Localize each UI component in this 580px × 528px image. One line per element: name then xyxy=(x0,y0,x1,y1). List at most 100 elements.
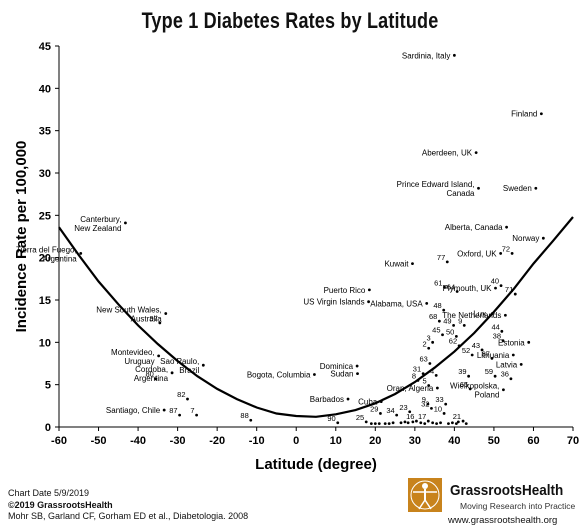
data-point xyxy=(428,362,432,365)
data-point xyxy=(431,340,435,344)
x-axis-label: Latitude (degree) xyxy=(255,456,377,473)
point-label: Dominica xyxy=(320,362,354,371)
point-label: 90 xyxy=(327,414,335,423)
data-point xyxy=(419,421,423,425)
point-label: Sweden xyxy=(503,184,532,193)
point-label: Montevideo, Uruguay xyxy=(111,348,155,366)
data-point xyxy=(421,372,425,376)
point-label: Latvia xyxy=(496,360,518,369)
point-label: 5 xyxy=(423,377,427,386)
x-tick-label: 20 xyxy=(369,435,381,447)
data-point xyxy=(170,371,174,375)
point-label: 21 xyxy=(453,412,461,421)
data-point xyxy=(462,324,466,327)
data-point xyxy=(519,362,523,366)
point-label: 65 xyxy=(460,380,468,389)
point-label: 39 xyxy=(458,367,466,376)
point-label: 71 xyxy=(505,285,513,294)
data-point xyxy=(509,377,513,381)
data-point xyxy=(477,186,480,190)
data-point xyxy=(201,363,205,367)
data-point xyxy=(423,422,427,426)
data-point xyxy=(501,339,505,343)
point-label: New South Wales, Australia xyxy=(96,306,162,324)
data-point xyxy=(79,252,83,255)
x-tick-label: -10 xyxy=(249,435,265,447)
y-tick-label: 0 xyxy=(45,422,51,434)
x-tick-label: 50 xyxy=(488,435,500,447)
data-point xyxy=(494,286,497,290)
point-label: 63 xyxy=(420,355,428,364)
point-label: Oran, Algeria xyxy=(387,384,434,393)
data-point xyxy=(442,412,446,415)
data-point xyxy=(336,421,340,425)
data-point xyxy=(510,252,514,255)
chart-date: Chart Date 5/9/2019 xyxy=(8,488,90,498)
point-label: 45 xyxy=(432,326,440,335)
data-point xyxy=(411,420,415,424)
y-tick-label: 15 xyxy=(39,295,51,307)
point-label: 44 xyxy=(491,322,499,331)
brand-block: GrassrootsHealth Moving Research into Pr… xyxy=(408,476,578,526)
point-label: Lithuania xyxy=(477,351,510,360)
point-label: 80 xyxy=(146,370,154,379)
data-point xyxy=(355,364,359,368)
data-point xyxy=(313,373,316,376)
data-point xyxy=(435,386,439,390)
point-label: 48 xyxy=(433,301,441,310)
data-point xyxy=(162,408,166,412)
data-point xyxy=(452,324,455,327)
point-label: Estonia xyxy=(498,338,525,347)
point-label: Alabama, USA xyxy=(370,299,423,308)
data-point xyxy=(383,422,387,426)
point-label: 97 xyxy=(149,314,157,323)
citation: Mohr SB, Garland CF, Gorham ED et al., D… xyxy=(8,511,249,521)
point-label: 25 xyxy=(356,413,364,422)
data-point xyxy=(346,397,350,401)
data-point xyxy=(195,413,198,417)
point-label: Plymouth, UK xyxy=(443,284,493,293)
point-label: 17 xyxy=(418,412,426,421)
point-label: 34 xyxy=(386,406,394,415)
footer-info: Chart Date 5/9/2019 ©2019 GrassrootsHeal… xyxy=(8,488,248,523)
data-point xyxy=(379,400,383,403)
data-point xyxy=(499,284,503,288)
point-label: Barbados xyxy=(310,395,344,404)
brand-tagline: Moving Research into Practice xyxy=(460,501,576,511)
data-point xyxy=(442,308,446,312)
y-tick-label: 20 xyxy=(39,253,51,265)
data-point xyxy=(503,313,507,317)
y-tick-label: 5 xyxy=(45,380,51,392)
point-label: 31 xyxy=(413,365,421,374)
data-point xyxy=(154,377,158,381)
point-label: 64 xyxy=(447,283,455,292)
point-label: 52 xyxy=(462,346,470,355)
data-point xyxy=(470,353,474,357)
point-label: 3 xyxy=(426,333,430,342)
data-point xyxy=(415,419,418,423)
point-label: Sudan xyxy=(330,370,353,379)
x-tick-label: 10 xyxy=(330,435,342,447)
point-label: 36 xyxy=(501,370,509,379)
point-label: 67 xyxy=(482,349,490,358)
point-label: 61 xyxy=(434,278,442,287)
data-point xyxy=(441,333,444,337)
data-point xyxy=(468,387,472,391)
data-point xyxy=(444,402,448,406)
data-point xyxy=(373,422,377,426)
point-label: Alberta, Canada xyxy=(445,223,503,232)
point-label: 32 xyxy=(421,399,429,408)
x-tick-label: 60 xyxy=(527,435,539,447)
y-axis-label: Incidence Rate per 100,000 xyxy=(13,141,30,333)
data-point xyxy=(425,301,429,305)
point-label: Oxford, UK xyxy=(457,249,497,258)
point-label: 23 xyxy=(399,403,407,412)
data-point xyxy=(437,319,441,323)
data-point xyxy=(455,290,459,293)
data-point xyxy=(434,373,438,377)
point-label: The Netherlands xyxy=(442,311,501,320)
point-label: Santiago, Chile xyxy=(106,406,161,415)
data-point xyxy=(158,321,162,325)
y-tick-label: 25 xyxy=(39,210,51,222)
